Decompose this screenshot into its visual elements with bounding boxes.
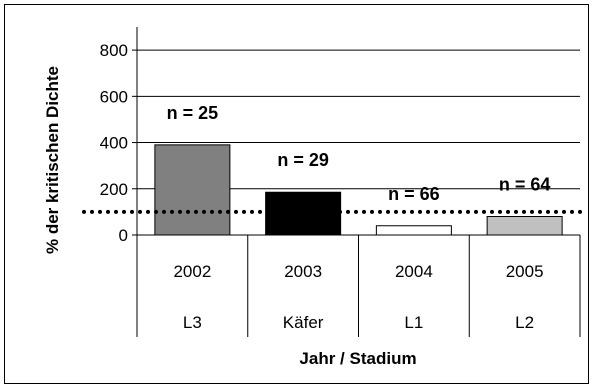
stage-label: Käfer — [283, 313, 324, 332]
y-tick-label: 800 — [100, 41, 128, 60]
y-axis-label: % der kritischen Dichte — [43, 66, 62, 254]
axes — [82, 27, 584, 337]
sample-size-label: n = 64 — [499, 175, 551, 195]
x-tick-label: 2003 — [284, 262, 322, 281]
bar — [486, 216, 563, 236]
y-tick-label: 200 — [100, 180, 128, 199]
bar — [154, 144, 231, 236]
sample-size-label: n = 66 — [388, 184, 440, 204]
x-tick-label: 2002 — [173, 262, 211, 281]
stage-label: L2 — [515, 313, 534, 332]
y-tick-label: 0 — [119, 226, 128, 245]
chart-frame — [4, 4, 589, 384]
sample-size-label: n = 25 — [167, 103, 219, 123]
y-tick-label: 600 — [100, 87, 128, 106]
bar — [375, 225, 452, 236]
sample-size-label: n = 29 — [277, 150, 329, 170]
y-tick-label: 400 — [100, 134, 128, 153]
labels: 0 200 400 600 800 n = 25 2002 L3 n = 29 2003 Käfer… — [100, 41, 551, 332]
x-tick-label: 2004 — [395, 262, 433, 281]
stage-label: L1 — [404, 313, 423, 332]
x-tick-label: 2005 — [506, 262, 544, 281]
stage-label: L3 — [183, 313, 202, 332]
x-axis-label: Jahr / Stadium — [299, 349, 416, 368]
grid-lines — [137, 49, 580, 190]
